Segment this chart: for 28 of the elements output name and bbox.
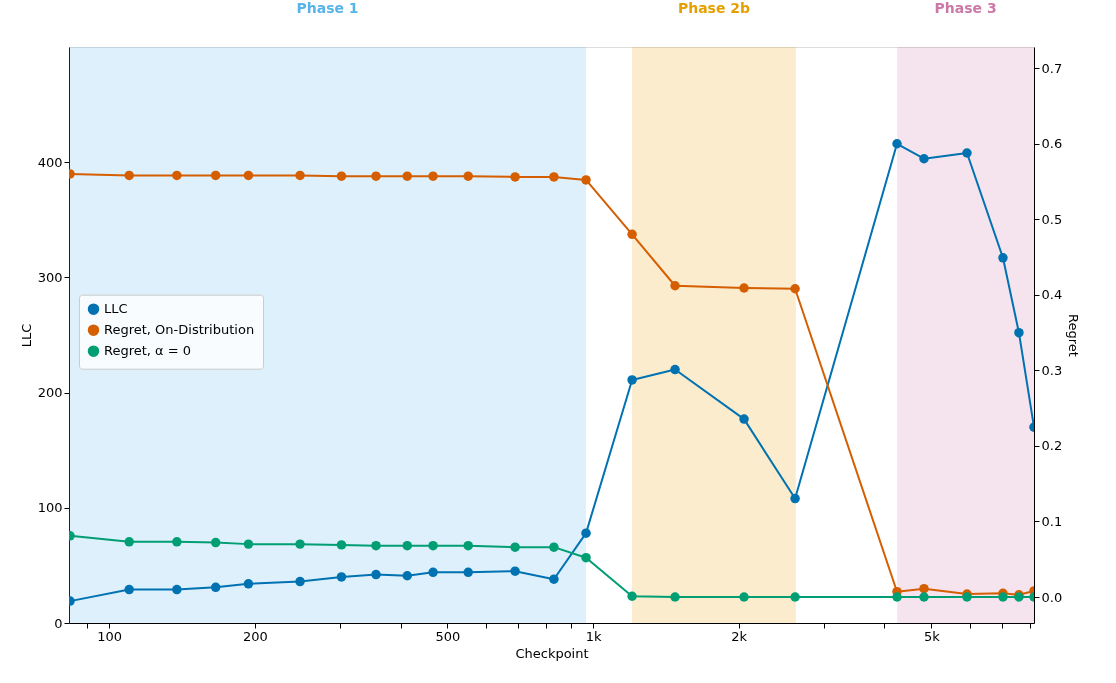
y2-tick-label: 0.7 <box>1041 60 1063 76</box>
legend-label: LLC <box>104 301 128 317</box>
x-tick-label: 5k <box>923 628 941 644</box>
band-label: Phase 1 <box>296 0 359 16</box>
y2-tick-label: 0.6 <box>1041 136 1063 152</box>
y-tick-label: 0 <box>54 615 63 631</box>
y-tick-label: 100 <box>37 500 63 516</box>
x-tick-label: 200 <box>242 628 268 644</box>
y-tick-label: 200 <box>37 385 63 401</box>
y2-tick-label: 0.3 <box>1041 362 1063 378</box>
y-tick-label: 400 <box>37 154 63 170</box>
x-tick-label: 2k <box>731 628 748 644</box>
band-label: Phase 2b <box>677 0 751 16</box>
x-tick-label: 1k <box>585 628 602 644</box>
y2-tick-label: 0.1 <box>1041 513 1063 529</box>
y2-tick-label: 0.0 <box>1041 589 1063 605</box>
y-axis-title: LLC <box>18 323 34 348</box>
band-label: Phase 3 <box>934 0 997 16</box>
x-tick-label: 100 <box>97 628 123 644</box>
x-tick-label: 500 <box>435 628 461 644</box>
y2-tick-label: 0.2 <box>1041 438 1063 454</box>
y2-tick-label: 0.5 <box>1041 211 1063 227</box>
x-axis-title: Checkpoint <box>515 645 589 661</box>
y2-axis-title: Regret <box>1066 314 1082 357</box>
y2-tick-label: 0.4 <box>1041 287 1063 303</box>
y-tick-label: 300 <box>37 269 63 285</box>
legend-label: Regret, On-Distribution <box>104 322 255 338</box>
legend-label: Regret, α = 0 <box>104 343 192 359</box>
